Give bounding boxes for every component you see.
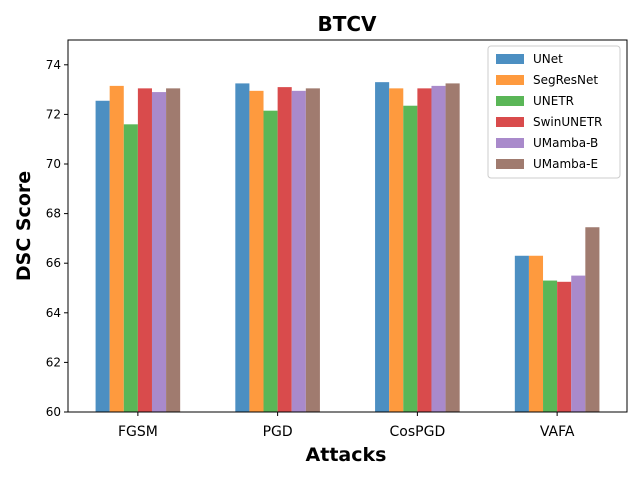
plot-frame bbox=[67, 39, 628, 413]
y-tick-label: 74 bbox=[46, 58, 61, 72]
legend-swatch-unet bbox=[496, 54, 524, 64]
x-tick-label-vafa: VAFA bbox=[540, 424, 575, 440]
legend-label-umamba-b: UMamba-B bbox=[533, 136, 598, 150]
y-tick-label: 70 bbox=[46, 157, 61, 171]
legend-label-unet: UNet bbox=[533, 52, 563, 66]
bar-umamba-e-fgsm bbox=[166, 88, 181, 413]
legend-swatch-unetr bbox=[496, 96, 524, 106]
bar-umamba-e-pgd bbox=[305, 88, 320, 413]
bar-segresnet-fgsm bbox=[109, 85, 124, 412]
bar-swinunetr-fgsm bbox=[137, 88, 152, 413]
y-axis: 60 62 64 66 68 70 72 74 bbox=[46, 58, 68, 419]
x-tick-label-fgsm: FGSM bbox=[118, 424, 158, 440]
x-tick-label-cospgd: CosPGD bbox=[390, 424, 446, 440]
y-axis-title: DSC Score bbox=[13, 171, 35, 281]
legend-label-swinunetr: SwinUNETR bbox=[533, 115, 602, 129]
legend-swatch-swinunetr bbox=[496, 117, 524, 127]
bar-unetr-fgsm bbox=[123, 124, 138, 412]
bar-segresnet-pgd bbox=[249, 90, 264, 412]
bar-swinunetr-vafa bbox=[557, 281, 572, 412]
bar-umamba-b-pgd bbox=[291, 90, 306, 412]
bar-umamba-b-cospgd bbox=[431, 85, 446, 412]
legend-label-segresnet: SegResNet bbox=[533, 73, 598, 87]
bar-unetr-cospgd bbox=[403, 105, 418, 412]
bars-group bbox=[95, 82, 600, 413]
bar-umamba-e-cospgd bbox=[445, 83, 460, 413]
bar-umamba-e-vafa bbox=[585, 227, 600, 412]
legend-swatch-segresnet bbox=[496, 75, 524, 85]
legend-label-unetr: UNETR bbox=[533, 94, 574, 108]
bar-unetr-vafa bbox=[543, 280, 558, 412]
bar-swinunetr-pgd bbox=[277, 87, 292, 413]
bar-unet-pgd bbox=[235, 83, 250, 413]
bar-segresnet-cospgd bbox=[389, 88, 404, 413]
legend-swatch-umamba-e bbox=[496, 159, 524, 169]
bar-unetr-pgd bbox=[263, 110, 278, 413]
bar-unet-vafa bbox=[514, 255, 529, 412]
bar-umamba-b-fgsm bbox=[151, 92, 167, 412]
y-tick-label: 60 bbox=[46, 405, 61, 419]
y-tick-label: 66 bbox=[46, 256, 61, 270]
x-axis-title: Attacks bbox=[306, 444, 387, 466]
y-tick-label: 68 bbox=[46, 207, 61, 221]
x-axis: FGSM PGD CosPGD VAFA bbox=[118, 412, 575, 440]
y-tick-label: 64 bbox=[46, 306, 61, 320]
chart-title: BTCV bbox=[317, 12, 377, 36]
bar-segresnet-vafa bbox=[528, 255, 544, 412]
y-tick-label: 62 bbox=[46, 355, 61, 369]
legend: UNet SegResNet UNETR SwinUNETR UMamba-B UMamb… bbox=[487, 45, 621, 179]
legend-swatch-umamba-b bbox=[496, 138, 524, 148]
legend-label-umamba-e: UMamba-E bbox=[533, 157, 598, 171]
y-tick-label: 72 bbox=[46, 107, 61, 121]
bar-unet-cospgd bbox=[375, 82, 390, 412]
bar-unet-fgsm bbox=[95, 100, 110, 412]
x-tick-label-pgd: PGD bbox=[263, 424, 293, 440]
bar-umamba-b-vafa bbox=[571, 275, 586, 412]
bar-swinunetr-cospgd bbox=[417, 88, 432, 413]
